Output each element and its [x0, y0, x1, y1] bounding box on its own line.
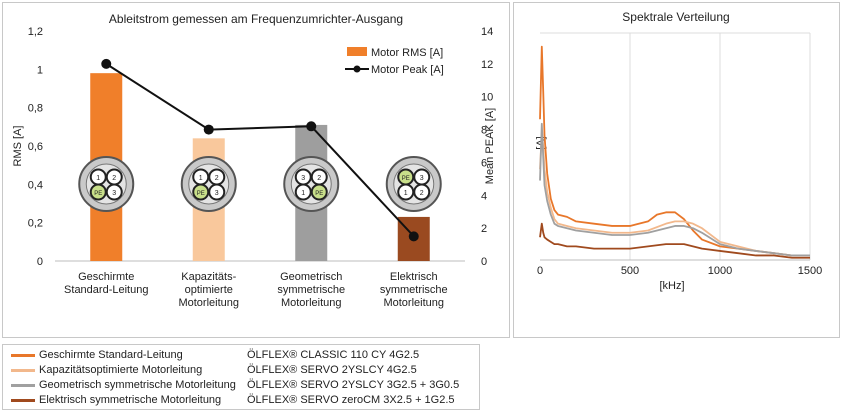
category-label: symmetrische: [277, 284, 345, 296]
y-tick-label: 1,2: [28, 26, 43, 38]
conductor-label: 1: [96, 175, 100, 182]
conductor-label: 2: [215, 175, 219, 182]
y2-tick-label: 10: [481, 92, 493, 104]
conductor-label: 2: [317, 175, 321, 182]
leakage-current-chart: Ableitstrom gemessen am Frequenzumrichte…: [12, 12, 496, 309]
legend-item-geometric-symmetric: Geometrisch symmetrische Motorleitung ÖL…: [3, 378, 481, 392]
y2-tick-label: 8: [481, 125, 487, 137]
legend-item-name: Elektrisch symmetrische Motorleitung: [39, 394, 222, 406]
category-label: Motorleitung: [178, 297, 239, 309]
cable-cross-section-icon: PE 3 1 2: [385, 156, 442, 212]
y2-tick-label: 6: [481, 157, 487, 169]
peak-marker: [203, 124, 214, 135]
conductor-label: 3: [420, 175, 424, 182]
legend-item-name: Kapazitätsoptimierte Motorleitung: [39, 364, 203, 376]
conductor-label: 1: [301, 190, 305, 197]
conductor-label: 3: [301, 175, 305, 182]
cable-cross-section-icon: 1 2 PE 3: [180, 156, 237, 212]
category-label: Motorleitung: [281, 297, 342, 309]
category-label: Kapazitäts-: [181, 271, 236, 283]
conductor-label: 2: [112, 175, 116, 182]
cable-cross-section-icon: 1 2 PE 3: [78, 156, 135, 212]
legend-item-capacitance-optimized: Kapazitätsoptimierte Motorleitung ÖLFLEX…: [3, 363, 481, 377]
legend-item-product: ÖLFLEX® SERVO 2YSLCY 4G2.5: [247, 364, 417, 376]
spectral-chart-panel: Spektrale Verteilung 0 500 1000 1500 [A] [kHz]: [513, 2, 840, 338]
y2-tick-label: 12: [481, 59, 493, 71]
legend-label-peak: Motor Peak [A]: [371, 64, 444, 76]
y2-tick-label: 2: [481, 223, 487, 235]
y-tick-label: 0,2: [28, 218, 43, 230]
legend-item-electric-symmetric: Elektrisch symmetrische Motorleitung ÖLF…: [3, 393, 481, 407]
legend-item-product: ÖLFLEX® SERVO zeroCM 3X2.5 + 1G2.5: [247, 394, 455, 406]
legend-item-name: Geschirmte Standard-Leitung: [39, 349, 183, 361]
conductor-label: PE: [315, 191, 323, 197]
category-label: Standard-Leitung: [64, 284, 148, 296]
conductor-label: PE: [197, 191, 205, 197]
legend-item-name: Geometrisch symmetrische Motorleitung: [39, 379, 236, 391]
legend-item-product: ÖLFLEX® SERVO 2YSLCY 3G2.5 + 3G0.5: [247, 379, 460, 391]
x-tick-label: 0: [537, 265, 543, 277]
peak-marker: [408, 231, 419, 242]
category-label: Elektrisch: [390, 271, 438, 283]
x-tick-label: 1000: [708, 265, 732, 277]
chart-title: Ableitstrom gemessen am Frequenzumrichte…: [109, 12, 403, 26]
conductor: [310, 183, 328, 201]
spectrum-line: [539, 45, 810, 257]
legend-item-product: ÖLFLEX® CLASSIC 110 CY 4G2.5: [247, 349, 420, 361]
legend-line-swatch: [11, 399, 35, 402]
category-label: Geschirmte: [78, 271, 134, 283]
legend-marker-peak: [353, 65, 361, 73]
leakage-current-chart-panel: Ableitstrom gemessen am Frequenzumrichte…: [2, 2, 510, 338]
y2-tick-label: 0: [481, 256, 487, 268]
y-axis-label: RMS [A]: [12, 126, 24, 167]
y-tick-label: 0,8: [28, 103, 43, 115]
chart-title: Spektrale Verteilung: [622, 10, 729, 24]
legend-line-swatch: [11, 369, 35, 372]
conductor: [105, 183, 123, 201]
category-label: optimierte: [185, 284, 233, 296]
spectrum-line: [539, 222, 810, 259]
y2-axis-label: Mean PEAK [A]: [484, 108, 496, 184]
spectrum-line: [539, 122, 810, 257]
y-tick-label: 1: [37, 64, 43, 76]
conductor: [208, 183, 226, 201]
category-label: symmetrische: [380, 284, 448, 296]
y-tick-label: 0,6: [28, 141, 43, 153]
spectrum-line: [539, 131, 810, 257]
conductor-label: 1: [199, 175, 203, 182]
conductor-label: PE: [402, 176, 410, 182]
conductor-label: PE: [94, 191, 102, 197]
x-tick-label: 500: [621, 265, 639, 277]
cable-legend: Geschirmte Standard-Leitung ÖLFLEX® CLAS…: [2, 344, 480, 410]
conductor-label: 1: [404, 190, 408, 197]
peak-marker: [101, 58, 112, 69]
conductor-label: 2: [420, 190, 424, 197]
y2-tick-label: 4: [481, 190, 487, 202]
legend-line-swatch: [11, 384, 35, 387]
category-label: Geometrisch: [280, 271, 342, 283]
conductor-label: 3: [112, 190, 116, 197]
x-axis-label: [kHz]: [659, 280, 684, 292]
legend-item-shielded: Geschirmte Standard-Leitung ÖLFLEX® CLAS…: [3, 348, 481, 362]
legend-swatch-rms: [347, 47, 367, 56]
conductor: [413, 183, 431, 201]
y-tick-label: 0,4: [28, 179, 43, 191]
legend-line-swatch: [11, 354, 35, 357]
y-tick-label: 0: [37, 256, 43, 268]
cable-cross-section-icon: 3 2 1 PE: [283, 156, 340, 212]
y2-tick-label: 14: [481, 26, 493, 38]
legend-label-rms: Motor RMS [A]: [371, 47, 443, 59]
category-label: Motorleitung: [383, 297, 444, 309]
x-tick-label: 1500: [798, 265, 822, 277]
peak-line: [105, 63, 415, 238]
peak-marker: [306, 121, 317, 132]
conductor-label: 3: [215, 190, 219, 197]
